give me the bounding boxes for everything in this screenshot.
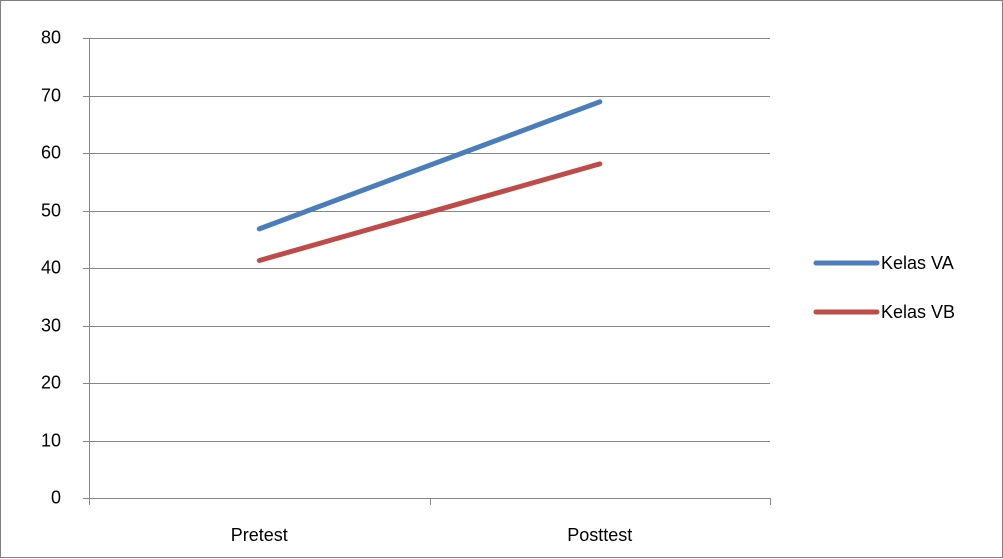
- axes: [83, 38, 771, 505]
- y-tick-label: 40: [41, 257, 61, 277]
- series-lines: [256, 99, 603, 263]
- y-tick-label: 80: [41, 27, 61, 47]
- y-tick-label: 30: [41, 315, 61, 335]
- y-tick-labels: 0 10 20 30 40 50 60 70 80: [41, 27, 61, 507]
- legend-label-2: Kelas VB: [881, 302, 955, 322]
- x-tick-labels: Pretest Posttest: [231, 525, 633, 545]
- y-tick-label: 0: [51, 487, 61, 507]
- y-tick-label: 70: [41, 85, 61, 105]
- series-line-1: [256, 99, 603, 232]
- legend: Kelas VA Kelas VB: [813, 253, 955, 322]
- y-tick-label: 60: [41, 142, 61, 162]
- x-tick-label: Posttest: [567, 525, 632, 545]
- y-tick-label: 50: [41, 200, 61, 220]
- y-tick-label: 10: [41, 430, 61, 450]
- x-tick-label: Pretest: [231, 525, 288, 545]
- legend-label-1: Kelas VA: [881, 253, 954, 273]
- y-tick-label: 20: [41, 372, 61, 392]
- series-line-2: [256, 161, 603, 263]
- gridlines: [89, 38, 770, 442]
